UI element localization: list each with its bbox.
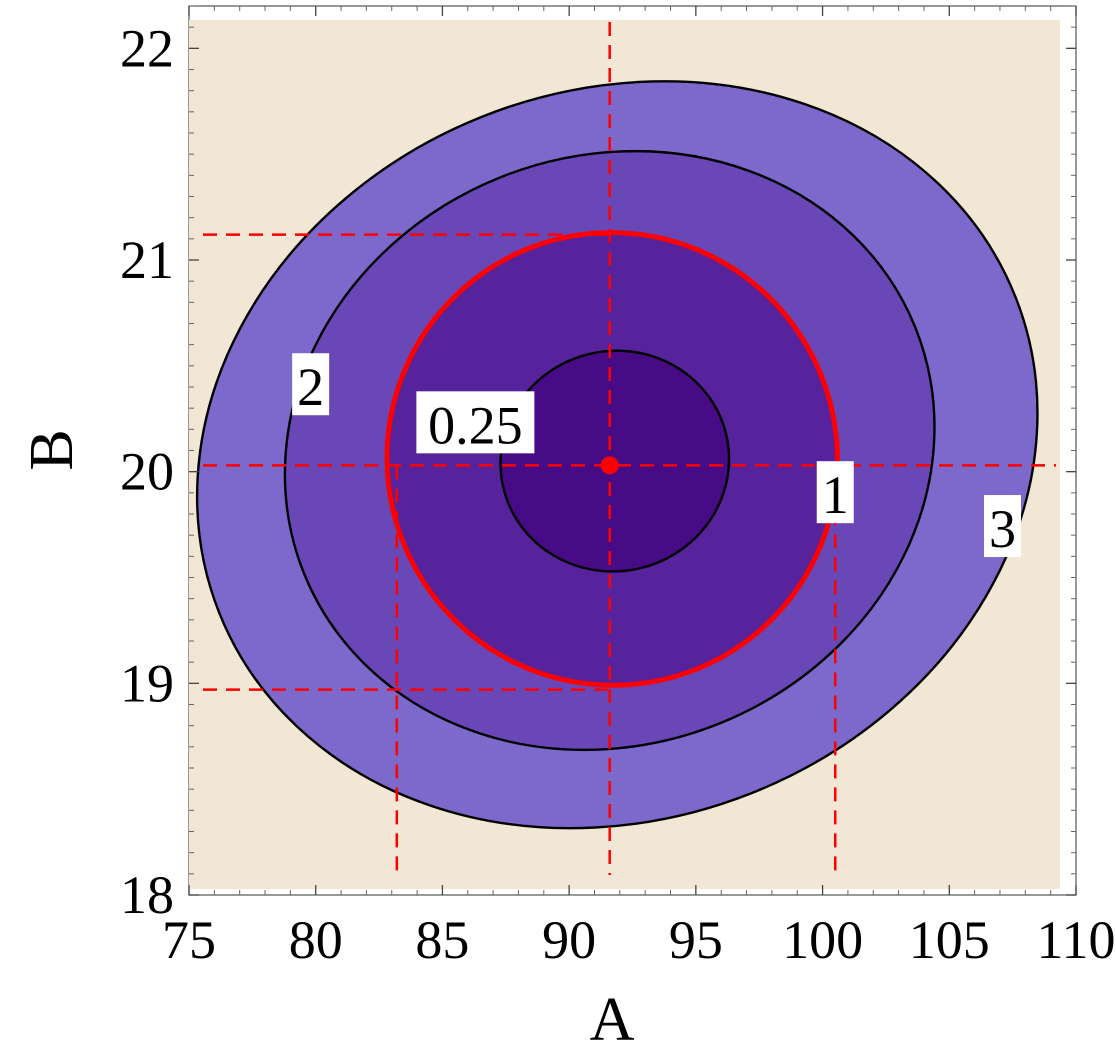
y-tick-label: 18 bbox=[120, 865, 174, 925]
x-tick-label: 95 bbox=[669, 910, 723, 970]
x-axis-title: A bbox=[590, 986, 635, 1054]
x-tick-label: 75 bbox=[162, 910, 216, 970]
y-tick-label: 22 bbox=[120, 18, 174, 78]
best-fit-point bbox=[600, 456, 619, 475]
contour-label-2: 1 bbox=[816, 461, 854, 525]
x-tick-label: 100 bbox=[782, 910, 863, 970]
y-axis-title: B bbox=[18, 429, 86, 470]
y-tick-label: 21 bbox=[120, 230, 174, 290]
contour-label-3: 3 bbox=[984, 495, 1022, 559]
reference-lines bbox=[203, 22, 1056, 875]
x-tick-label: 80 bbox=[289, 910, 343, 970]
y-tick-label: 19 bbox=[120, 653, 174, 713]
y-tick-label: 20 bbox=[120, 442, 174, 502]
svg-text:3: 3 bbox=[989, 499, 1016, 559]
x-tick-label: 90 bbox=[542, 910, 596, 970]
svg-text:1: 1 bbox=[822, 465, 849, 525]
svg-text:0.25: 0.25 bbox=[428, 395, 523, 455]
contour-label-0: 2 bbox=[292, 353, 330, 417]
contour-labels: 2 0.25 1 3 bbox=[292, 353, 1022, 559]
x-tick-label: 85 bbox=[415, 910, 469, 970]
contour-label-1: 0.25 bbox=[416, 391, 535, 455]
x-tick-label: 110 bbox=[1037, 910, 1116, 970]
svg-text:2: 2 bbox=[297, 357, 324, 417]
x-tick-label: 105 bbox=[909, 910, 990, 970]
